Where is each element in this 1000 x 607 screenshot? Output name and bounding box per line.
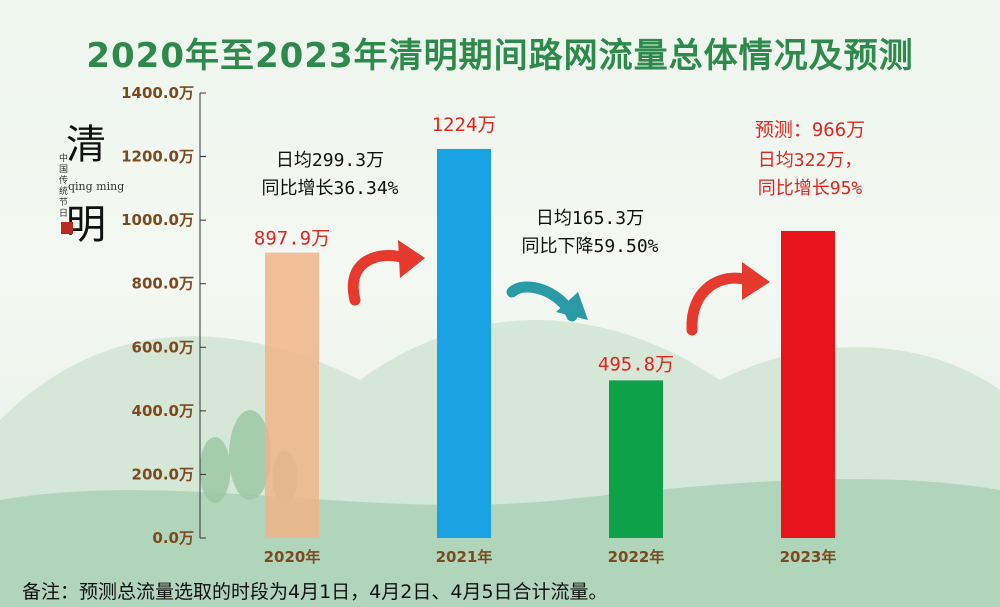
background-landscape xyxy=(0,320,1000,607)
x-tick-label: 2023年 xyxy=(780,548,837,566)
annotation: 同比增长36.34% xyxy=(261,178,398,199)
arrow-up-2023 xyxy=(686,272,754,336)
logo-char-qing: 清 xyxy=(66,122,106,168)
footnote: 备注：预测总流量选取的时段为4月1日，4月2日、4月5日合计流量。 xyxy=(22,581,608,603)
annotation: 日均165.3万 xyxy=(536,208,644,229)
bar-2022年 xyxy=(609,380,663,538)
data-label: 预测：966万 xyxy=(755,119,865,141)
annotation: 同比下降59.50% xyxy=(521,236,658,257)
bar-2021年 xyxy=(437,148,491,538)
x-tick-label: 2021年 xyxy=(436,548,493,566)
y-tick-label: 0.0万 xyxy=(152,529,194,547)
y-tick-label: 1000.0万 xyxy=(121,211,194,229)
bar-2020年 xyxy=(265,252,319,538)
y-tick-label: 400.0万 xyxy=(132,402,194,420)
y-tick-label: 200.0万 xyxy=(132,465,194,483)
labels: 2020年 2021年 2022年 2023年 897.9万 1224万 495.8万 预测：… xyxy=(254,114,865,566)
annotation: 日均299.3万 xyxy=(276,150,384,171)
data-label: 1224万 xyxy=(432,114,497,136)
y-tick-label: 800.0万 xyxy=(132,275,194,293)
y-tick-label: 1400.0万 xyxy=(121,84,194,102)
y-tick-label: 600.0万 xyxy=(132,338,194,356)
logo-vertical-text: 中国传统节日 xyxy=(59,154,69,219)
y-axis: 0.0万 200.0万 400.0万 600.0万 800.0万 1000.0万 1200.… xyxy=(121,84,206,547)
tree-2 xyxy=(229,410,271,500)
bar-2023年 xyxy=(781,230,835,538)
tree-1 xyxy=(199,437,231,503)
arrow-up-2023-head xyxy=(742,262,770,300)
annotation: 同比增长95% xyxy=(758,178,863,199)
x-tick-label: 2020年 xyxy=(264,548,321,566)
data-label: 495.8万 xyxy=(598,353,674,375)
bars xyxy=(265,148,835,538)
trend-arrows xyxy=(347,240,770,336)
arrow-down-2022-head xyxy=(556,292,588,320)
qingming-logo: 清 中国传统节日 qing ming 明 xyxy=(28,118,138,248)
hill-front xyxy=(0,479,1000,607)
logo-pinyin: qing ming xyxy=(68,180,125,193)
y-tick-label: 1200.0万 xyxy=(121,148,194,166)
annotation: 日均322万， xyxy=(758,150,863,171)
seal-stamp-icon xyxy=(61,222,73,234)
data-label: 897.9万 xyxy=(254,228,330,250)
arrow-up-2021 xyxy=(347,249,411,306)
chart-title: 2020年至2023年清明期间路网流量总体情况及预测 xyxy=(86,36,914,76)
arrow-up-2021-head xyxy=(398,240,425,278)
x-tick-label: 2022年 xyxy=(608,548,665,566)
